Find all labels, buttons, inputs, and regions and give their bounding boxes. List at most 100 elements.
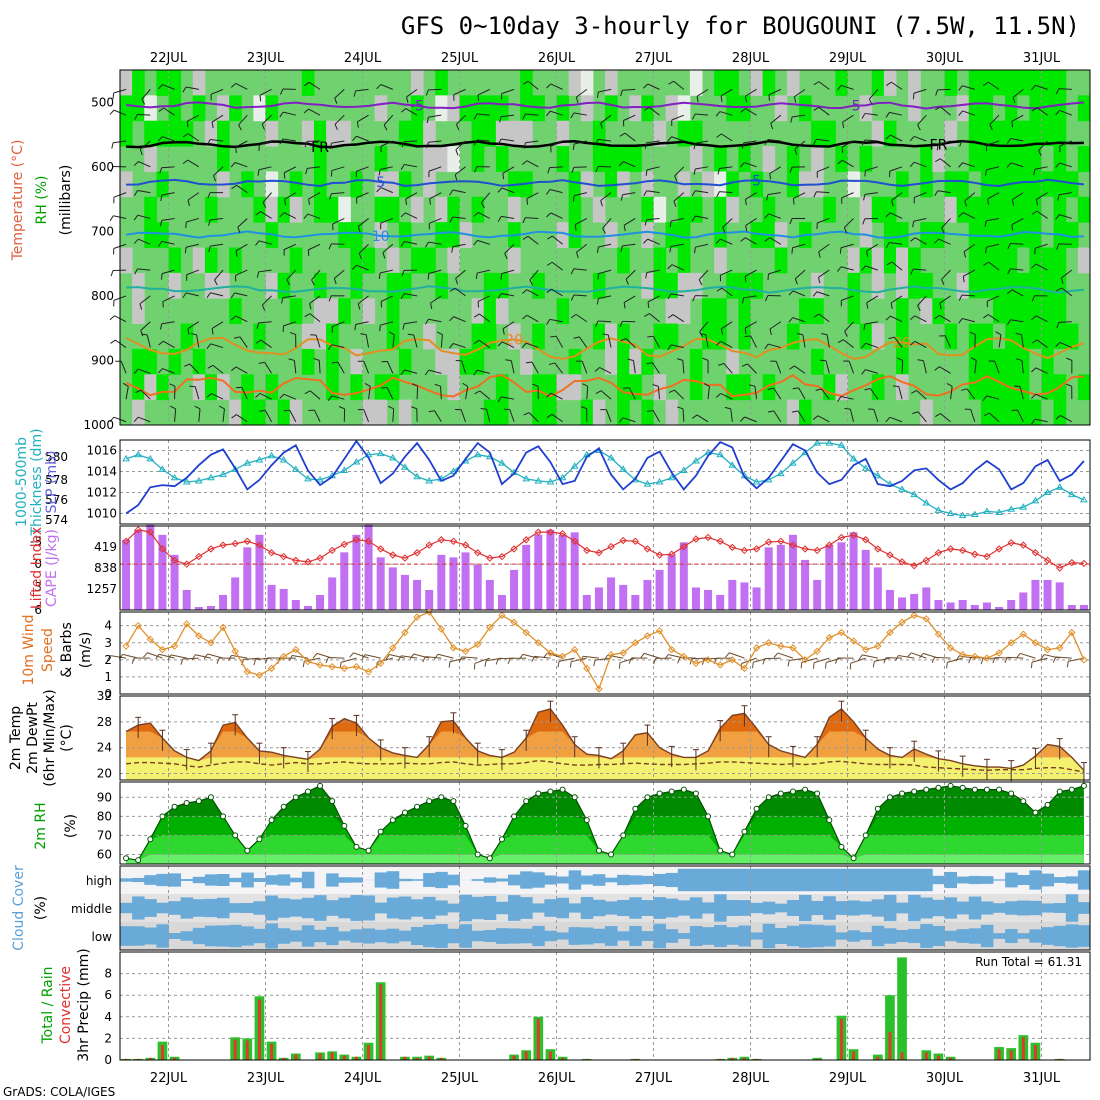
rh-cell <box>944 171 958 198</box>
cloud-fraction-bar <box>750 868 764 892</box>
rh-cell <box>338 298 351 325</box>
wind-barb-flag <box>231 414 237 419</box>
li-marker <box>146 528 155 536</box>
rh-cell <box>229 247 242 274</box>
wind-barb <box>818 81 830 90</box>
li-marker <box>376 545 385 553</box>
wind-barb-flag <box>861 342 866 349</box>
li-marker <box>983 552 991 561</box>
wind-barb-flag <box>462 382 469 387</box>
rh-marker <box>899 790 906 797</box>
rh-marker <box>123 855 130 862</box>
wind-barb <box>695 215 709 219</box>
cloud-fraction-bar <box>1017 933 1030 939</box>
thickness-marker <box>983 507 991 514</box>
precip-total-bar <box>812 1057 823 1060</box>
cloud-fraction-bar <box>896 929 909 943</box>
wind-barb <box>647 83 660 90</box>
wind-barb <box>1035 315 1048 323</box>
wind-barb <box>526 192 539 200</box>
wind-barb <box>720 340 733 348</box>
bottom-date-axis: 22JUL 23JUL 24JUL 25JUL 26JUL 27JUL 28JUL 29JUL… <box>150 1071 1061 1086</box>
surface-wind-barb <box>110 655 127 659</box>
cloud-fraction-bar <box>799 868 812 892</box>
rh-cell <box>483 120 497 147</box>
wind-barb <box>1059 162 1072 168</box>
wind-barb-flag <box>769 328 772 335</box>
cape-bar <box>534 534 543 610</box>
rh-marker <box>304 788 311 795</box>
wind-barb-flag <box>995 331 1002 336</box>
rh-marker <box>1044 801 1051 808</box>
rh-marker <box>935 784 942 791</box>
wind-barb <box>623 218 636 226</box>
wind-barb-flag <box>963 251 967 258</box>
surface-wind-barb-flag <box>968 657 972 664</box>
rh-cell <box>1029 272 1042 299</box>
wind-barb-flag <box>184 363 190 367</box>
wind-speed-marker <box>910 611 918 620</box>
wind-barb-flag <box>407 333 414 336</box>
wind-barb-flag <box>669 246 672 253</box>
wind-barb-flag <box>676 358 684 361</box>
cape-bar <box>582 594 591 610</box>
rh-marker <box>571 794 578 801</box>
wind-barb-flag <box>505 359 512 362</box>
rh-cell <box>374 196 388 223</box>
cloud-fraction-bar <box>568 903 582 913</box>
rh-cell <box>896 298 909 325</box>
thickness-marker <box>752 478 761 485</box>
wind-barb-flag <box>139 149 143 156</box>
cloud-fraction-bar <box>483 896 497 920</box>
rh-cell <box>265 196 279 223</box>
wind-barb <box>440 334 443 348</box>
cloud-fraction-bar <box>229 903 242 913</box>
cloud-fraction-bar <box>520 897 533 919</box>
rh-marker <box>1032 809 1039 816</box>
surface-wind-barb <box>1031 657 1048 663</box>
wind-barb-flag <box>255 211 261 216</box>
wind-barb-flag <box>353 90 357 97</box>
wind-barb <box>525 113 539 116</box>
wind-barb-flag <box>328 295 332 302</box>
rh-cell <box>665 323 679 350</box>
rh-marker <box>886 794 893 801</box>
wind-barb <box>550 140 563 147</box>
wind-barb-flag <box>767 387 774 391</box>
wind-barb <box>1035 367 1048 374</box>
cloud-fraction-bar <box>423 873 436 887</box>
wind-barb <box>941 218 951 229</box>
wind-barb-flag <box>863 194 866 201</box>
surface-wind-barb <box>1007 656 1024 659</box>
li-marker <box>279 552 288 561</box>
wind-barb-flag <box>261 124 265 130</box>
wind-barb-flag <box>190 333 197 336</box>
wind-barb <box>455 269 466 279</box>
wind-speed-marker <box>146 635 155 644</box>
cape-bar <box>134 529 143 610</box>
wind-barb-flag <box>170 405 176 410</box>
date-label: 30JUL <box>926 51 964 66</box>
rh-cell <box>920 222 933 248</box>
rh-cell <box>483 399 497 426</box>
precip-convective-bar <box>815 1058 819 1060</box>
wind-barb <box>1010 242 1024 245</box>
rh-cell <box>653 272 667 299</box>
cloud-fraction-bar <box>677 868 691 892</box>
rh-cell <box>580 95 594 122</box>
wind-barb <box>744 162 757 168</box>
rh-cell <box>738 146 751 172</box>
wind-speed-marker <box>752 644 761 652</box>
wind-barb-flag <box>497 138 502 145</box>
wind-barb <box>260 339 272 348</box>
wind-barb <box>744 269 757 277</box>
surface-wind-barb <box>813 657 830 664</box>
wind-barb-flag <box>547 167 551 174</box>
rh-cell <box>1017 196 1030 223</box>
wind-barb <box>598 320 612 323</box>
thickness-marker <box>946 509 955 516</box>
rh-cell <box>520 70 533 96</box>
wind-barb-flag <box>644 219 648 226</box>
wind-barb <box>940 413 951 423</box>
wind-barb-flag <box>843 227 848 234</box>
